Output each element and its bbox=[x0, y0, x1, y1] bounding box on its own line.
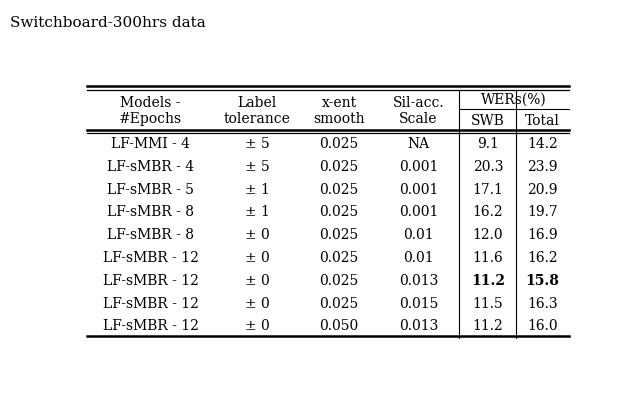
Text: ± 5: ± 5 bbox=[245, 160, 269, 174]
Text: 16.9: 16.9 bbox=[527, 228, 558, 242]
Text: 0.025: 0.025 bbox=[319, 183, 359, 197]
Text: 0.050: 0.050 bbox=[319, 319, 359, 333]
Text: 0.025: 0.025 bbox=[319, 228, 359, 242]
Text: LF-sMBR - 12: LF-sMBR - 12 bbox=[103, 251, 198, 265]
Text: LF-sMBR - 5: LF-sMBR - 5 bbox=[107, 183, 194, 197]
Text: LF-sMBR - 4: LF-sMBR - 4 bbox=[107, 160, 195, 174]
Text: ± 0: ± 0 bbox=[245, 228, 269, 242]
Text: Total: Total bbox=[525, 114, 560, 128]
Text: Switchboard-300hrs data: Switchboard-300hrs data bbox=[10, 16, 205, 30]
Text: 16.2: 16.2 bbox=[473, 205, 503, 220]
Text: 19.7: 19.7 bbox=[527, 205, 558, 220]
Text: LF-sMBR - 12: LF-sMBR - 12 bbox=[103, 319, 198, 333]
Text: 20.3: 20.3 bbox=[473, 160, 503, 174]
Text: ± 5: ± 5 bbox=[245, 137, 269, 151]
Text: Label
tolerance: Label tolerance bbox=[224, 96, 291, 126]
Text: 0.025: 0.025 bbox=[319, 160, 359, 174]
Text: ± 0: ± 0 bbox=[245, 319, 269, 333]
Text: 0.015: 0.015 bbox=[399, 296, 438, 311]
Text: Models -
#Epochs: Models - #Epochs bbox=[119, 96, 182, 126]
Text: ± 0: ± 0 bbox=[245, 251, 269, 265]
Text: 14.2: 14.2 bbox=[527, 137, 558, 151]
Text: 0.025: 0.025 bbox=[319, 274, 359, 288]
Text: 11.5: 11.5 bbox=[472, 296, 503, 311]
Text: 0.001: 0.001 bbox=[399, 205, 438, 220]
Text: ± 1: ± 1 bbox=[245, 205, 269, 220]
Text: LF-sMBR - 8: LF-sMBR - 8 bbox=[107, 228, 194, 242]
Text: 0.025: 0.025 bbox=[319, 296, 359, 311]
Text: ± 0: ± 0 bbox=[245, 274, 269, 288]
Text: 16.2: 16.2 bbox=[527, 251, 558, 265]
Text: 0.001: 0.001 bbox=[399, 160, 438, 174]
Text: ± 0: ± 0 bbox=[245, 296, 269, 311]
Text: Sil-acc.
Scale: Sil-acc. Scale bbox=[393, 96, 444, 126]
Text: 12.0: 12.0 bbox=[473, 228, 503, 242]
Text: LF-sMBR - 12: LF-sMBR - 12 bbox=[103, 296, 198, 311]
Text: 0.01: 0.01 bbox=[403, 228, 434, 242]
Text: 0.01: 0.01 bbox=[403, 251, 434, 265]
Text: 16.3: 16.3 bbox=[527, 296, 558, 311]
Text: 17.1: 17.1 bbox=[472, 183, 504, 197]
Text: x-ent
smooth: x-ent smooth bbox=[314, 96, 365, 126]
Text: 11.2: 11.2 bbox=[471, 274, 505, 288]
Text: 11.2: 11.2 bbox=[472, 319, 503, 333]
Text: 0.025: 0.025 bbox=[319, 137, 359, 151]
Text: 0.025: 0.025 bbox=[319, 205, 359, 220]
Text: LF-sMBR - 12: LF-sMBR - 12 bbox=[103, 274, 198, 288]
Text: 16.0: 16.0 bbox=[527, 319, 558, 333]
Text: SWB: SWB bbox=[471, 114, 505, 128]
Text: 0.001: 0.001 bbox=[399, 183, 438, 197]
Text: 23.9: 23.9 bbox=[527, 160, 558, 174]
Text: 15.8: 15.8 bbox=[525, 274, 559, 288]
Text: 11.6: 11.6 bbox=[472, 251, 503, 265]
Text: NA: NA bbox=[408, 137, 429, 151]
Text: LF-sMBR - 8: LF-sMBR - 8 bbox=[107, 205, 194, 220]
Text: 0.013: 0.013 bbox=[399, 319, 438, 333]
Text: 20.9: 20.9 bbox=[527, 183, 558, 197]
Text: 0.025: 0.025 bbox=[319, 251, 359, 265]
Text: 9.1: 9.1 bbox=[477, 137, 499, 151]
Text: LF-MMI - 4: LF-MMI - 4 bbox=[111, 137, 190, 151]
Text: 0.013: 0.013 bbox=[399, 274, 438, 288]
Text: ± 1: ± 1 bbox=[245, 183, 269, 197]
Text: WERs(%): WERs(%) bbox=[481, 92, 547, 106]
